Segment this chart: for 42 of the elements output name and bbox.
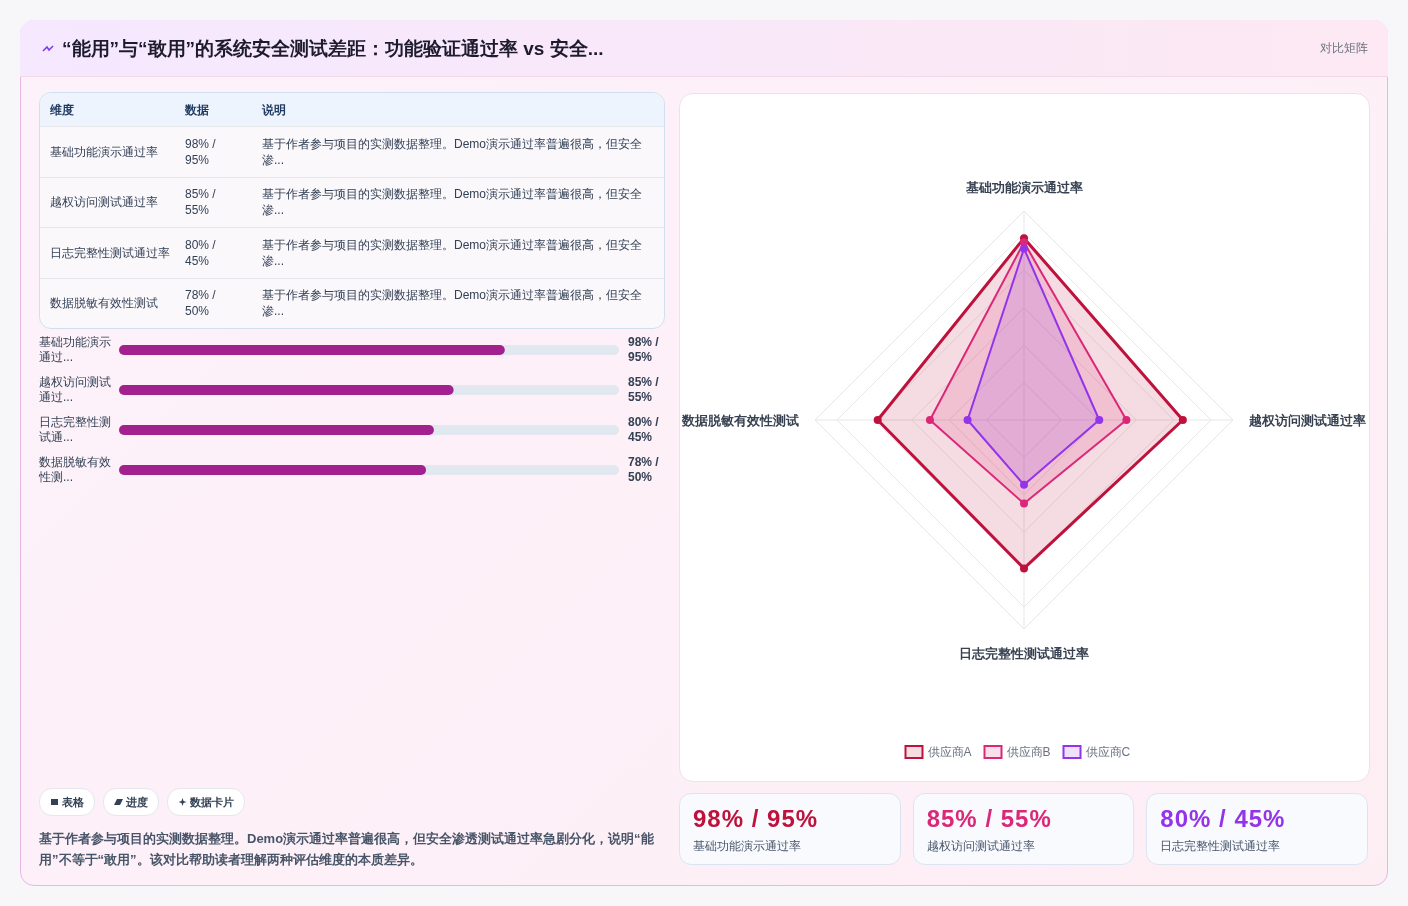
- spoke-label: 越权访问测试通过率: [1248, 413, 1366, 428]
- text: 85% / 55%: [185, 186, 217, 219]
- text: 85% / 55%: [926, 804, 1053, 834]
- text: 基于作者参与项目的实测数据整理。Demo演示通过率普遍很高，但安全渗...: [262, 135, 643, 168]
- legend-label: 供应商B: [1006, 745, 1051, 759]
- text: 基础功能演示通过率: [50, 143, 159, 160]
- text: 基于作者参与项目的实测数据整理。Demo演示通过率普遍很高，但安全渗...: [262, 236, 643, 269]
- legend-label: 供应商A: [927, 745, 972, 759]
- text: 基于作者参与项目的实测数据整理。Demo演示通过率普遍很高，但安全渗...: [262, 186, 643, 219]
- text: 越权访问测试通过率: [926, 838, 1036, 855]
- text: “能用”与“敢用”的系统安全测试差距：功能验证通过率 vs 安全...: [62, 37, 604, 61]
- text: 维度: [50, 101, 75, 118]
- text: 数据脱敏有效性测试: [50, 295, 159, 312]
- data-label: 80% / 45%: [628, 415, 660, 444]
- text: 数据: [185, 101, 210, 118]
- text: 基础功能演示通过率: [693, 838, 802, 855]
- text: 日志完整性测试通过率: [1160, 838, 1282, 855]
- text: 越权访问测试通过率: [50, 194, 159, 211]
- spoke-label: 日志完整性测试通过率: [959, 646, 1089, 661]
- y-tick-label: 基础功能演示通过...: [39, 335, 111, 364]
- text: 说明: [262, 101, 287, 118]
- text: 80% / 45%: [1160, 804, 1287, 834]
- text: 98% / 95%: [693, 804, 820, 834]
- data-label: 85% / 55%: [628, 375, 660, 404]
- text: 对比矩阵: [1320, 40, 1368, 57]
- text: 数据卡片: [167, 788, 245, 816]
- spoke-label: 数据脱敏有效性测试: [681, 413, 799, 428]
- y-tick-label: 数据脱敏有效性测...: [38, 455, 111, 484]
- text: 基于作者参与项目的实测数据整理。Demo演示通过率普遍很高，但安全渗...: [262, 287, 643, 320]
- text: 基于作者参与项目的实测数据整理。Demo演示通过率普遍很高，但安全渗透测试通过率急剧分化，说明“能用”不等于“敢用”。该对比帮助读者理解两种评估维度的本质差异。: [39, 830, 655, 869]
- text: 进度: [103, 788, 159, 816]
- text: 78% / 50%: [185, 287, 217, 320]
- text: 表格: [39, 788, 95, 816]
- data-label: 98% / 95%: [628, 335, 660, 364]
- spoke-label: 基础功能演示通过率: [964, 180, 1083, 195]
- text: 98% / 95%: [185, 135, 217, 168]
- text: 80% / 45%: [185, 236, 217, 269]
- data-label: 78% / 50%: [628, 455, 660, 484]
- y-tick-label: 越权访问测试通过...: [39, 375, 111, 404]
- y-tick-label: 日志完整性测试通...: [39, 415, 111, 444]
- legend-label: 供应商C: [1085, 745, 1131, 759]
- text: 日志完整性测试通过率: [50, 244, 170, 261]
